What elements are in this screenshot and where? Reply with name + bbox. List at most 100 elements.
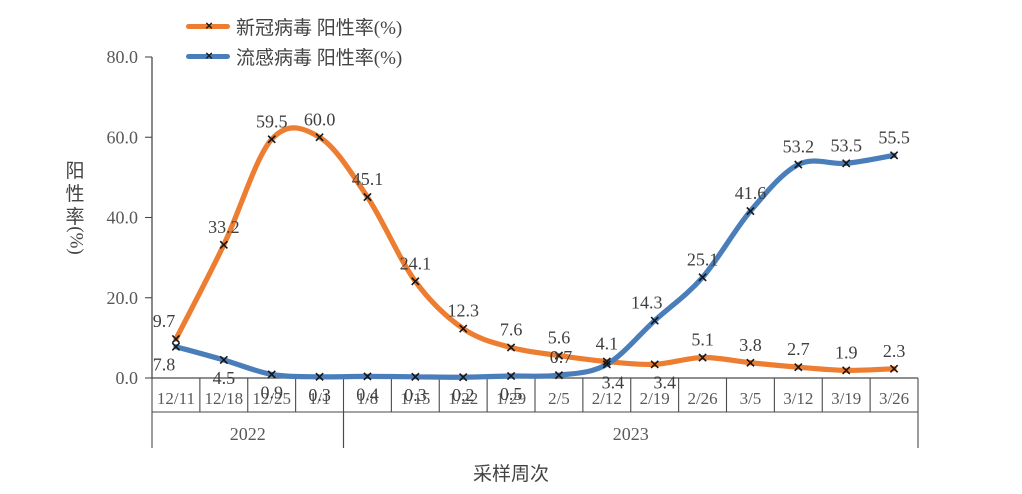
legend-swatch-influenza: × bbox=[186, 45, 230, 67]
data-point-marker bbox=[650, 316, 659, 325]
data-label: 53.5 bbox=[830, 135, 862, 155]
data-point-marker bbox=[171, 342, 181, 351]
data-point-marker bbox=[219, 240, 228, 249]
data-point-marker bbox=[219, 355, 228, 365]
data-point-marker bbox=[267, 135, 276, 144]
data-point-marker bbox=[889, 151, 899, 160]
series-line-covid bbox=[173, 125, 897, 373]
data-label: 0.4 bbox=[356, 384, 379, 404]
y-axis-title-char: (%) bbox=[65, 226, 87, 255]
data-label: 2.7 bbox=[787, 339, 810, 359]
x-group-label: 2023 bbox=[613, 424, 649, 444]
x-tick-label: 2/26 bbox=[687, 389, 717, 408]
series-line-influenza bbox=[173, 152, 897, 380]
y-tick-label: 0.0 bbox=[116, 368, 139, 388]
data-point-marker bbox=[411, 372, 420, 381]
data-label: 7.6 bbox=[500, 320, 523, 340]
data-label: 0.3 bbox=[308, 385, 331, 405]
data-label: 12.3 bbox=[447, 301, 479, 321]
x-marker-icon: × bbox=[205, 48, 213, 63]
y-axis-title-char: 阳 bbox=[65, 161, 85, 182]
data-label: 4.5 bbox=[213, 368, 236, 388]
x-tick-label: 3/5 bbox=[740, 389, 762, 408]
data-label: 2.3 bbox=[883, 341, 906, 361]
data-point-marker bbox=[698, 273, 707, 282]
legend-label-covid: 新冠病毒 阳性率(%) bbox=[236, 17, 403, 39]
data-point-marker bbox=[363, 372, 372, 381]
x-tick-label: 3/19 bbox=[831, 389, 861, 408]
data-point-marker bbox=[698, 353, 707, 362]
data-label: 41.6 bbox=[735, 183, 767, 203]
data-label: 0.2 bbox=[452, 385, 475, 405]
data-point-marker bbox=[746, 358, 755, 367]
x-tick-label: 1/15 bbox=[400, 389, 430, 408]
data-label: 24.1 bbox=[400, 253, 432, 273]
x-tick-label: 3/26 bbox=[879, 389, 909, 408]
y-axis-title-char: 性 bbox=[65, 184, 85, 205]
data-point-marker bbox=[554, 371, 564, 380]
data-point-marker bbox=[602, 357, 611, 366]
data-label: 53.2 bbox=[783, 137, 815, 157]
data-point-marker bbox=[602, 360, 611, 369]
data-point-marker bbox=[794, 363, 803, 372]
data-point-marker bbox=[315, 372, 324, 381]
data-label: 0.5 bbox=[500, 384, 523, 404]
x-axis-title: 采样周次 bbox=[472, 464, 549, 485]
x-tick-label: 12/25 bbox=[252, 389, 291, 408]
data-label: 4.1 bbox=[596, 334, 619, 354]
y-tick-label: 20.0 bbox=[107, 288, 139, 308]
data-label: 25.1 bbox=[687, 249, 719, 269]
data-label: 9.7 bbox=[153, 311, 176, 331]
x-group-label: 2022 bbox=[230, 424, 266, 444]
data-point-marker bbox=[315, 133, 324, 142]
x-tick-label: 12/11 bbox=[157, 389, 195, 408]
x-tick-label: 1/29 bbox=[496, 389, 526, 408]
data-label: 0.9 bbox=[260, 382, 283, 402]
data-point-marker bbox=[554, 351, 564, 360]
data-label: 14.3 bbox=[631, 293, 663, 313]
data-label: 59.5 bbox=[256, 111, 288, 131]
data-point-marker bbox=[411, 277, 420, 286]
y-axis-title-char: 率 bbox=[65, 207, 85, 228]
data-label: 5.1 bbox=[691, 330, 714, 350]
data-label: 3.4 bbox=[602, 372, 625, 392]
data-point-marker bbox=[267, 370, 276, 379]
legend-label-influenza: 流感病毒 阳性率(%) bbox=[236, 47, 403, 69]
data-label: 60.0 bbox=[304, 109, 336, 129]
data-point-marker bbox=[171, 334, 181, 344]
y-tick-label: 60.0 bbox=[107, 127, 139, 147]
data-label: 33.2 bbox=[208, 217, 240, 237]
data-label: 0.3 bbox=[404, 385, 427, 405]
x-tick-label: 2/12 bbox=[592, 389, 622, 408]
x-tick-label: 3/12 bbox=[783, 389, 813, 408]
x-tick-label: 2/19 bbox=[640, 389, 670, 408]
data-point-marker bbox=[459, 373, 468, 382]
data-label: 5.6 bbox=[548, 328, 571, 348]
y-tick-label: 40.0 bbox=[107, 208, 139, 228]
x-marker-icon: × bbox=[205, 18, 213, 33]
data-point-marker bbox=[363, 192, 372, 202]
legend-swatch-covid: × bbox=[186, 15, 230, 37]
data-point-marker bbox=[842, 366, 851, 375]
data-point-marker bbox=[650, 360, 659, 369]
legend-item-covid: × 新冠病毒 阳性率(%) bbox=[186, 14, 403, 39]
data-point-marker bbox=[842, 159, 851, 168]
y-tick-label: 80.0 bbox=[107, 47, 139, 67]
x-tick-label: 12/18 bbox=[204, 389, 243, 408]
data-label: 3.4 bbox=[653, 372, 676, 392]
data-label: 1.9 bbox=[835, 342, 858, 362]
data-label: 45.1 bbox=[352, 169, 384, 189]
x-tick-label: 1/8 bbox=[357, 389, 379, 408]
data-point-marker bbox=[506, 371, 516, 381]
data-label: 55.5 bbox=[878, 127, 910, 147]
data-point-marker bbox=[506, 343, 516, 352]
x-tick-label: 1/1 bbox=[309, 389, 331, 408]
data-label: 7.8 bbox=[153, 355, 176, 375]
y-axis-title: 阳 性 率 (%) bbox=[62, 160, 88, 255]
chart-legend: × 新冠病毒 阳性率(%) × 流感病毒 阳性率(%) bbox=[186, 14, 403, 69]
data-point-marker bbox=[889, 364, 899, 373]
legend-item-influenza: × 流感病毒 阳性率(%) bbox=[186, 44, 403, 69]
data-point-marker bbox=[459, 324, 468, 333]
